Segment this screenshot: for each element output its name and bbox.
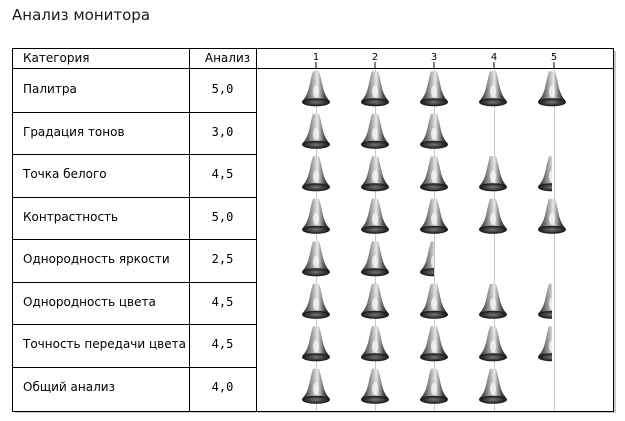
header-divider bbox=[13, 68, 613, 69]
header-category: Категория bbox=[23, 51, 90, 65]
table-row: Общий анализ 4,0 bbox=[13, 367, 256, 410]
bell-icon bbox=[361, 113, 389, 149]
bell-icon bbox=[361, 283, 389, 319]
row-value: 4,0 bbox=[211, 379, 234, 394]
row-divider bbox=[13, 111, 256, 113]
table-row: Однородность цвета 4,5 bbox=[13, 282, 256, 325]
row-category: Палитра bbox=[23, 82, 77, 97]
tick-label: 3 bbox=[431, 52, 437, 63]
row-divider bbox=[13, 324, 256, 325]
rating-table: Категория Анализ Палитра 5,0 Градация тоно… bbox=[12, 48, 614, 412]
bell-icon bbox=[420, 368, 448, 404]
row-value: 2,5 bbox=[211, 252, 234, 267]
bell-icon bbox=[479, 326, 507, 362]
tick-label: 4 bbox=[491, 52, 497, 63]
bell-icon bbox=[479, 71, 507, 107]
header-rating: Анализ bbox=[204, 51, 251, 65]
bell-icon bbox=[479, 156, 507, 192]
column-divider bbox=[189, 49, 190, 411]
bell-icon bbox=[302, 241, 330, 277]
bell-icon bbox=[302, 368, 330, 404]
bell-icon bbox=[361, 368, 389, 404]
bell-icon bbox=[420, 71, 448, 107]
bell-icon bbox=[420, 326, 448, 362]
bell-icon bbox=[538, 71, 566, 107]
row-value: 4,5 bbox=[211, 294, 234, 309]
bell-icon bbox=[420, 156, 448, 192]
bell-icon bbox=[302, 156, 330, 192]
bell-icon bbox=[420, 283, 448, 319]
bell-icon bbox=[420, 198, 448, 234]
rating-chart: 1 2 3 4 5 bbox=[302, 52, 566, 411]
table-row: Палитра 5,0 bbox=[13, 69, 256, 112]
bell-icon bbox=[302, 198, 330, 234]
table-row: Однородность яркости 2,5 bbox=[13, 239, 256, 282]
tick-label: 5 bbox=[551, 52, 557, 63]
bell-icon bbox=[302, 326, 330, 362]
row-category: Однородность цвета bbox=[23, 294, 156, 309]
bell-icon bbox=[538, 283, 552, 319]
row-value: 3,0 bbox=[211, 124, 234, 139]
bell-icon bbox=[302, 71, 330, 107]
bell-icon bbox=[538, 198, 566, 234]
row-value: 4,5 bbox=[211, 337, 234, 352]
page-title: Анализ монитора bbox=[12, 6, 151, 24]
bell-icon bbox=[361, 326, 389, 362]
row-category: Однородность яркости bbox=[23, 252, 170, 267]
row-value: 5,0 bbox=[211, 209, 234, 224]
bell-icon bbox=[479, 368, 507, 404]
tick-label: 1 bbox=[313, 52, 319, 63]
row-divider bbox=[13, 154, 256, 155]
bell-icon bbox=[479, 283, 507, 319]
table-row: Градация тонов 3,0 bbox=[13, 112, 256, 155]
bell-icon bbox=[479, 198, 507, 234]
row-divider bbox=[13, 239, 256, 240]
bell-icon bbox=[361, 241, 389, 277]
table-row: Точка белого 4,5 bbox=[13, 154, 256, 197]
row-category: Точность передачи цвета bbox=[23, 337, 186, 352]
bell-icon bbox=[302, 113, 330, 149]
row-category: Точка белого bbox=[23, 167, 107, 182]
bell-icon bbox=[361, 198, 389, 234]
row-value: 5,0 bbox=[211, 82, 234, 97]
bell-icon bbox=[361, 71, 389, 107]
column-divider bbox=[256, 49, 257, 411]
row-value: 4,5 bbox=[211, 167, 234, 182]
row-category: Общий анализ bbox=[23, 379, 115, 394]
bell-icon bbox=[420, 241, 434, 277]
row-category: Контрастность bbox=[23, 209, 119, 224]
bell-icon bbox=[420, 113, 448, 149]
table-row: Точность передачи цвета 4,5 bbox=[13, 324, 256, 367]
tick-label: 2 bbox=[372, 52, 378, 63]
row-category: Градация тонов bbox=[23, 124, 125, 139]
bell-icon bbox=[538, 156, 552, 192]
row-divider bbox=[13, 366, 256, 368]
bell-icon bbox=[361, 156, 389, 192]
row-divider bbox=[13, 281, 256, 283]
row-divider bbox=[13, 196, 256, 198]
bell-icon bbox=[538, 326, 552, 362]
bell-icon bbox=[302, 283, 330, 319]
table-row: Контрастность 5,0 bbox=[13, 197, 256, 240]
